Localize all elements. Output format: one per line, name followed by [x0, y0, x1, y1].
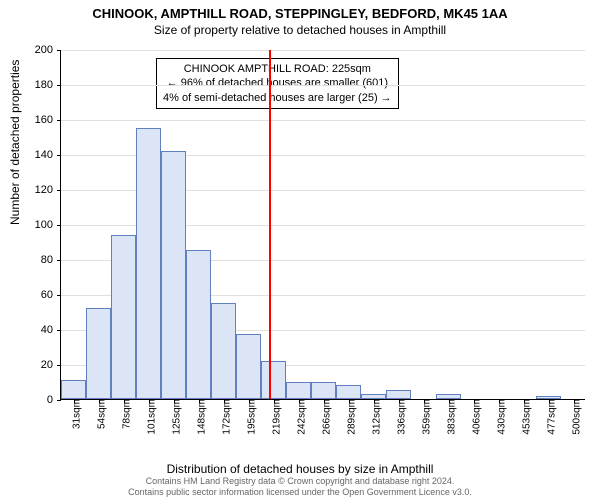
y-tick-label: 180 [35, 79, 61, 91]
histogram-bar [136, 128, 161, 399]
y-tick-label: 140 [35, 149, 61, 161]
y-tick-label: 40 [41, 324, 61, 336]
x-tick-label: 148sqm [190, 399, 207, 435]
histogram-bar [186, 250, 211, 399]
annotation-box: CHINOOK AMPTHILL ROAD: 225sqm ← 96% of d… [156, 58, 399, 109]
x-tick-label: 289sqm [340, 399, 357, 435]
x-axis-label: Distribution of detached houses by size … [0, 462, 600, 476]
y-axis-label: Number of detached properties [8, 60, 22, 225]
annotation-line-2: ← 96% of detached houses are smaller (60… [163, 76, 392, 90]
x-tick-label: 430sqm [490, 399, 507, 435]
chart-title-main: CHINOOK, AMPTHILL ROAD, STEPPINGLEY, BED… [0, 0, 600, 21]
y-tick-label: 100 [35, 219, 61, 231]
histogram-bar [311, 382, 336, 400]
histogram-bar [161, 151, 186, 400]
chart-plot-area: CHINOOK AMPTHILL ROAD: 225sqm ← 96% of d… [60, 50, 585, 400]
histogram-bar [236, 334, 261, 399]
histogram-bar [111, 235, 136, 400]
grid-line [61, 85, 585, 86]
annotation-line-1: CHINOOK AMPTHILL ROAD: 225sqm [163, 62, 392, 76]
y-tick-label: 160 [35, 114, 61, 126]
x-tick-label: 31sqm [65, 399, 82, 429]
y-tick-label: 0 [47, 394, 61, 406]
chart-container: CHINOOK, AMPTHILL ROAD, STEPPINGLEY, BED… [0, 0, 600, 500]
histogram-bar [261, 361, 286, 400]
chart-title-sub: Size of property relative to detached ho… [0, 21, 600, 37]
footer-attribution: Contains HM Land Registry data © Crown c… [0, 476, 600, 498]
x-tick-label: 312sqm [365, 399, 382, 435]
y-tick-label: 200 [35, 44, 61, 56]
footer-line-2: Contains public sector information licen… [0, 487, 600, 498]
y-tick-label: 80 [41, 254, 61, 266]
x-tick-label: 54sqm [90, 399, 107, 429]
y-tick-label: 120 [35, 184, 61, 196]
histogram-bar [86, 308, 111, 399]
histogram-bar [61, 380, 86, 399]
x-tick-label: 101sqm [140, 399, 157, 435]
histogram-bar [211, 303, 236, 399]
annotation-line-3: 4% of semi-detached houses are larger (2… [163, 91, 392, 105]
x-tick-label: 500sqm [565, 399, 582, 435]
histogram-bar [336, 385, 361, 399]
x-tick-label: 195sqm [240, 399, 257, 435]
x-tick-label: 383sqm [440, 399, 457, 435]
x-tick-label: 172sqm [215, 399, 232, 435]
x-tick-label: 359sqm [415, 399, 432, 435]
x-tick-label: 406sqm [465, 399, 482, 435]
x-tick-label: 78sqm [115, 399, 132, 429]
x-tick-label: 453sqm [515, 399, 532, 435]
grid-line [61, 120, 585, 121]
x-tick-label: 242sqm [290, 399, 307, 435]
histogram-bar [286, 382, 311, 400]
y-tick-label: 60 [41, 289, 61, 301]
footer-line-1: Contains HM Land Registry data © Crown c… [0, 476, 600, 487]
x-tick-label: 266sqm [315, 399, 332, 435]
x-tick-label: 125sqm [165, 399, 182, 435]
x-tick-label: 336sqm [390, 399, 407, 435]
histogram-bar [386, 390, 411, 399]
x-tick-label: 477sqm [540, 399, 557, 435]
x-tick-label: 219sqm [265, 399, 282, 435]
y-tick-label: 20 [41, 359, 61, 371]
grid-line [61, 50, 585, 51]
marker-line [269, 50, 271, 399]
